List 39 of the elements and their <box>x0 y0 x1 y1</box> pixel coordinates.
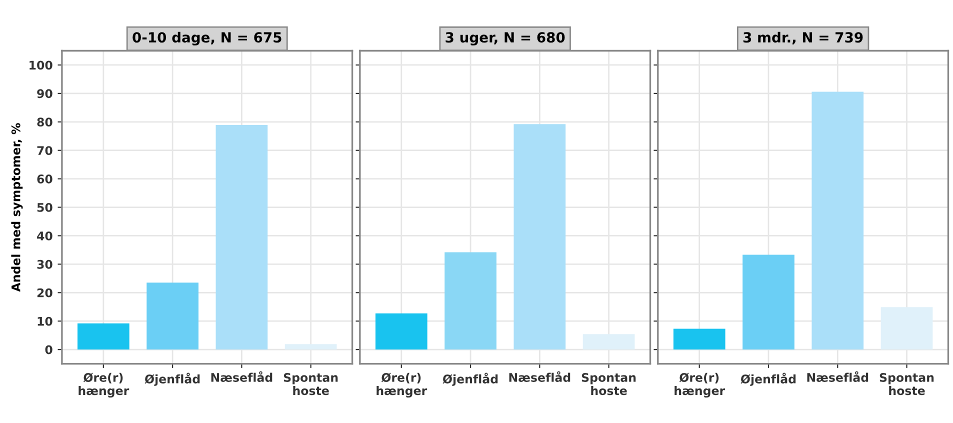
y-tick-label: 20 <box>37 288 52 298</box>
y-tick-label: 10 <box>38 316 52 326</box>
y-tick-label: 60 <box>37 174 52 184</box>
bar <box>812 92 864 350</box>
y-tick-label: 100 <box>30 60 52 70</box>
x-tick-label: Næseflåd <box>509 371 570 382</box>
x-tick-label: Næseflåd <box>807 371 868 382</box>
chart-title: 3 uger, N = 680 <box>446 32 565 46</box>
x-tick-label: Spontan hoste <box>880 373 934 396</box>
x-tick-label: Spontan hoste <box>284 373 338 396</box>
y-tick-label: 70 <box>37 146 52 156</box>
bar <box>284 344 337 350</box>
chart-title: 3 mdr., N = 739 <box>743 32 863 44</box>
bar <box>880 307 933 350</box>
x-tick-label: Øjenflåd <box>740 372 796 386</box>
y-tick-label: 50 <box>37 202 52 212</box>
x-tick-label: Spontan hoste <box>582 373 636 396</box>
x-tick-label: Øre(r) hænger <box>674 372 726 398</box>
bar <box>216 125 268 350</box>
y-tick-label: 80 <box>37 118 52 127</box>
x-tick-label: Øjenflåd <box>144 372 200 386</box>
y-axis-title: Andel med symptomer, % <box>11 123 23 292</box>
x-tick-label: Øre(r) hænger <box>376 372 428 398</box>
bar <box>78 323 130 350</box>
y-tick-label: 90 <box>37 89 52 98</box>
bar <box>514 124 566 350</box>
bar <box>582 334 635 350</box>
bar <box>444 252 496 350</box>
bar <box>742 254 794 350</box>
chart-title: 0-10 dage, N = 675 <box>132 32 282 46</box>
bar <box>375 313 428 350</box>
bar <box>673 328 726 350</box>
x-tick-label: Øjenflåd <box>442 372 498 386</box>
y-tick-label: 40 <box>37 231 52 240</box>
x-tick-label: Øre(r) hænger <box>78 372 130 398</box>
y-tick-label: 30 <box>37 260 52 269</box>
y-tick-label: 0 <box>45 345 52 354</box>
x-tick-label: Næseflåd <box>211 371 272 382</box>
bar <box>146 282 198 350</box>
